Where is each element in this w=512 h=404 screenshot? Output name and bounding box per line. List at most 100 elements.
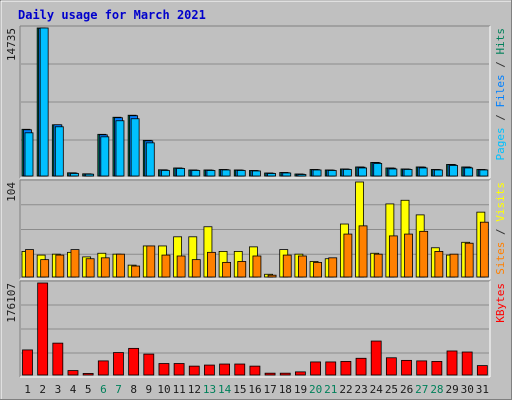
bar-kbytes-day-8 <box>128 347 140 376</box>
day-label-29: 29 <box>445 383 458 396</box>
bar-kbytes-day-4 <box>67 370 79 376</box>
bar-pages-day-12 <box>191 170 201 177</box>
bar-kbytes-day-9 <box>143 353 155 376</box>
bar-pages-day-3 <box>54 126 64 177</box>
bar-kbytes-day-12 <box>188 365 200 376</box>
bar-sites-day-11 <box>176 255 186 278</box>
bar-kbytes-day-6 <box>97 360 109 376</box>
bar-sites-day-25 <box>388 235 398 278</box>
legend-entry: / <box>494 222 507 242</box>
bar-kbytes-day-14 <box>219 363 231 376</box>
bar-kbytes-day-19 <box>294 371 306 376</box>
bar-pages-day-22 <box>342 169 352 177</box>
bar-kbytes-day-15 <box>234 363 246 376</box>
bar-kbytes-day-22 <box>340 361 352 376</box>
panels-layer: 14735 Pages / Files / Hits 104 Sites / Visi… <box>5 25 507 378</box>
bar-pages-day-2 <box>39 27 49 177</box>
bar-kbytes-day-16 <box>249 365 261 376</box>
bar-pages-day-18 <box>282 172 292 177</box>
legend-entry: Visits <box>494 182 507 222</box>
bar-sites-day-14 <box>222 261 232 278</box>
bar-pages-day-5 <box>85 173 95 177</box>
bar-kbytes-day-23 <box>355 357 367 376</box>
day-label-28: 28 <box>430 383 443 396</box>
panel-max-label: 104 <box>5 182 18 202</box>
legend-entry: Pages <box>494 127 507 160</box>
day-label-14: 14 <box>218 383 232 396</box>
bar-kbytes-day-17 <box>264 372 276 376</box>
bar-kbytes-day-25 <box>385 357 397 376</box>
day-labels: 1 2 3 4 5 6 7 8 9 10 11 12 13 14 15 16 17 18 19 20 21 22 23 24 2… <box>24 383 489 396</box>
bar-kbytes-day-13 <box>204 364 215 376</box>
day-label-8: 8 <box>130 383 137 396</box>
bar-kbytes-day-7 <box>113 352 124 376</box>
bar-sites-day-17 <box>267 274 277 278</box>
bar-kbytes-day-11 <box>173 363 185 376</box>
day-label-3: 3 <box>55 383 62 396</box>
bar-pages-day-13 <box>206 170 216 177</box>
chart-title: Daily usage for March 2021 <box>18 8 206 22</box>
legend-entry: Files <box>494 74 507 107</box>
bar-sites-day-6 <box>100 257 110 278</box>
bar-sites-day-4 <box>70 249 80 278</box>
day-label-22: 22 <box>339 383 352 396</box>
bar-sites-day-20 <box>313 261 322 278</box>
day-label-19: 19 <box>294 383 307 396</box>
day-label-25: 25 <box>385 383 398 396</box>
bar-pages-day-1 <box>24 132 34 177</box>
panel-max-label: 14735 <box>5 28 18 61</box>
day-label-16: 16 <box>248 383 261 396</box>
bar-pages-day-20 <box>312 169 322 177</box>
bar-kbytes-day-24 <box>370 340 382 376</box>
bar-kbytes-day-2 <box>37 282 49 376</box>
bar-pages-day-26 <box>403 169 413 177</box>
day-label-27: 27 <box>415 383 428 396</box>
bar-pages-day-9 <box>145 142 155 177</box>
bar-sites-day-10 <box>161 254 171 278</box>
bar-sites-day-1 <box>25 249 34 278</box>
bar-pages-day-25 <box>388 168 398 177</box>
bar-sites-day-31 <box>479 221 489 278</box>
bar-sites-day-16 <box>252 255 262 278</box>
bar-kbytes-day-27 <box>416 360 428 376</box>
panel-legend: Sites / Visits <box>494 182 507 275</box>
bar-sites-day-5 <box>85 258 95 278</box>
day-label-13: 13 <box>203 383 216 396</box>
bar-pages-day-11 <box>176 168 186 177</box>
day-label-12: 12 <box>188 383 201 396</box>
legend-entry: / <box>494 108 507 128</box>
bar-pages-day-6 <box>100 136 110 177</box>
bar-sites-day-13 <box>207 251 216 278</box>
day-label-17: 17 <box>264 383 277 396</box>
legend-entry: Hits <box>494 28 507 55</box>
bar-kbytes-day-10 <box>158 363 170 376</box>
legend-entry: / <box>494 55 507 75</box>
bar-pages-day-4 <box>70 173 79 177</box>
day-label-23: 23 <box>355 383 368 396</box>
panel-max-label: 176107 <box>5 283 18 323</box>
day-label-30: 30 <box>461 383 474 396</box>
day-label-31: 31 <box>476 383 489 396</box>
bar-kbytes-day-29 <box>446 350 458 376</box>
day-label-10: 10 <box>157 383 170 396</box>
bar-pages-day-24 <box>373 163 383 177</box>
bar-kbytes-day-31 <box>476 365 488 376</box>
bar-pages-day-14 <box>221 169 231 177</box>
bar-pages-day-17 <box>267 173 276 177</box>
bar-pages-day-29 <box>449 165 458 177</box>
bar-pages-day-16 <box>252 170 261 177</box>
bar-pages-day-28 <box>433 169 443 177</box>
bar-kbytes-day-5 <box>82 373 94 376</box>
day-label-11: 11 <box>173 383 186 396</box>
day-label-1: 1 <box>24 383 31 396</box>
bar-kbytes-day-1 <box>22 349 33 376</box>
bar-pages-day-27 <box>418 167 428 177</box>
bar-sites-day-9 <box>146 245 156 278</box>
bar-kbytes-day-20 <box>310 361 321 376</box>
bar-sites-day-30 <box>464 242 474 278</box>
panel-kbytes: 176107 KBytes <box>5 280 507 378</box>
day-label-24: 24 <box>370 383 384 396</box>
panel-legend: KBytes <box>494 283 507 323</box>
bar-sites-day-23 <box>358 225 368 278</box>
